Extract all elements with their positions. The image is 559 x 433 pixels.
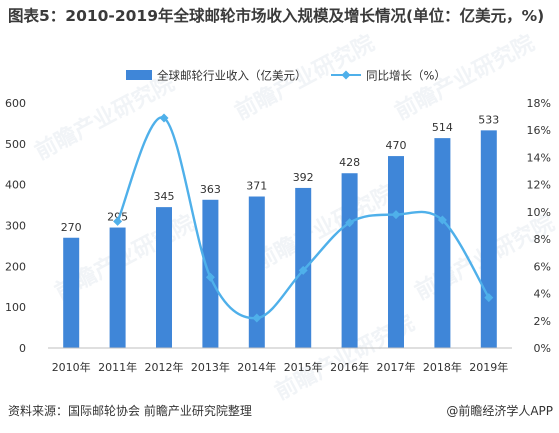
bar-data-labels: 270295345363371392428470514533	[61, 113, 500, 233]
revenue-bar	[156, 207, 172, 348]
revenue-bar	[480, 130, 497, 348]
x-tick-label: 2018年	[423, 360, 462, 374]
y-left-tick-label: 300	[5, 220, 26, 233]
revenue-bar	[341, 173, 358, 348]
growth-point	[391, 210, 401, 220]
revenue-data-label: 533	[478, 113, 499, 126]
x-tick-label: 2017年	[377, 360, 416, 374]
x-tick-label: 2010年	[52, 360, 91, 374]
revenue-bar	[109, 227, 126, 348]
y-axis-left: 0 100 200 300 400 500 600	[5, 97, 26, 355]
chart-title: 图表5：2010-2019年全球邮轮市场收入规模及增长情况(单位：亿美元，%)	[8, 7, 545, 25]
revenue-data-label: 514	[432, 121, 453, 134]
growth-line-series	[113, 113, 494, 323]
y-left-tick-label: 100	[5, 301, 26, 314]
y-right-tick-label: 4%	[534, 288, 551, 301]
y-left-tick-label: 200	[5, 260, 26, 273]
y-right-tick-label: 2%	[534, 315, 551, 328]
revenue-data-label: 270	[61, 221, 82, 234]
legend-label-revenue: 全球邮轮行业收入（亿美元）	[157, 69, 307, 83]
x-tick-label: 2014年	[237, 360, 276, 374]
growth-line	[116, 116, 490, 320]
growth-point	[205, 272, 215, 282]
revenue-bar	[248, 196, 265, 348]
revenue-data-label: 428	[339, 156, 360, 169]
source-note: 资料来源：国际邮轮协会 前瞻产业研究院整理	[8, 404, 252, 418]
x-tick-label: 2011年	[98, 360, 137, 374]
y-left-tick-label: 500	[5, 138, 26, 151]
x-tick-label: 2013年	[191, 360, 230, 374]
growth-point	[345, 218, 355, 228]
revenue-data-label: 345	[154, 190, 175, 203]
x-tick-label: 2019年	[469, 360, 508, 374]
revenue-bar	[63, 237, 80, 348]
revenue-data-label: 470	[386, 139, 407, 152]
y-right-tick-label: 12%	[527, 179, 551, 192]
watermark-text: 前瞻产业研究院	[31, 70, 179, 165]
growth-point	[252, 313, 262, 323]
y-right-tick-label: 16%	[527, 124, 551, 137]
growth-point	[113, 216, 123, 226]
revenue-data-label: 363	[200, 183, 221, 196]
growth-point	[437, 215, 447, 225]
legend-label-growth: 同比增长（%）	[366, 69, 446, 83]
legend-swatch-bar	[126, 70, 152, 80]
revenue-bar	[388, 156, 404, 348]
x-tick-label: 2016年	[330, 360, 369, 374]
y-right-tick-label: 8%	[534, 233, 551, 246]
growth-point	[159, 113, 169, 123]
x-tick-label: 2012年	[145, 360, 184, 374]
y-right-tick-label: 10%	[527, 206, 551, 219]
y-left-tick-label: 400	[5, 179, 26, 192]
y-right-tick-label: 14%	[527, 151, 551, 164]
y-left-tick-label: 600	[5, 97, 26, 110]
y-axis-right: 0% 2% 4% 6% 8% 10% 12% 14% 16% 18%	[527, 97, 551, 355]
watermark-text: 前瞻产业研究院	[251, 180, 399, 275]
revenue-bar	[434, 138, 451, 348]
growth-point	[484, 293, 494, 303]
x-axis: 2010年 2011年 2012年 2013年 2014年 2015年 2016年 2017年…	[48, 347, 512, 374]
revenue-data-label: 392	[293, 171, 314, 184]
brand-note: @前瞻经济学人APP	[446, 404, 553, 418]
legend: 全球邮轮行业收入（亿美元） 同比增长（%）	[126, 69, 446, 83]
growth-point	[298, 265, 308, 275]
y-left-tick-label: 0	[19, 342, 26, 355]
y-right-tick-label: 18%	[527, 97, 551, 110]
x-tick-label: 2015年	[284, 360, 323, 374]
y-right-tick-label: 0%	[534, 342, 551, 355]
legend-marker-diamond	[341, 70, 351, 80]
revenue-data-label: 371	[246, 180, 267, 193]
y-right-tick-label: 6%	[534, 260, 551, 273]
